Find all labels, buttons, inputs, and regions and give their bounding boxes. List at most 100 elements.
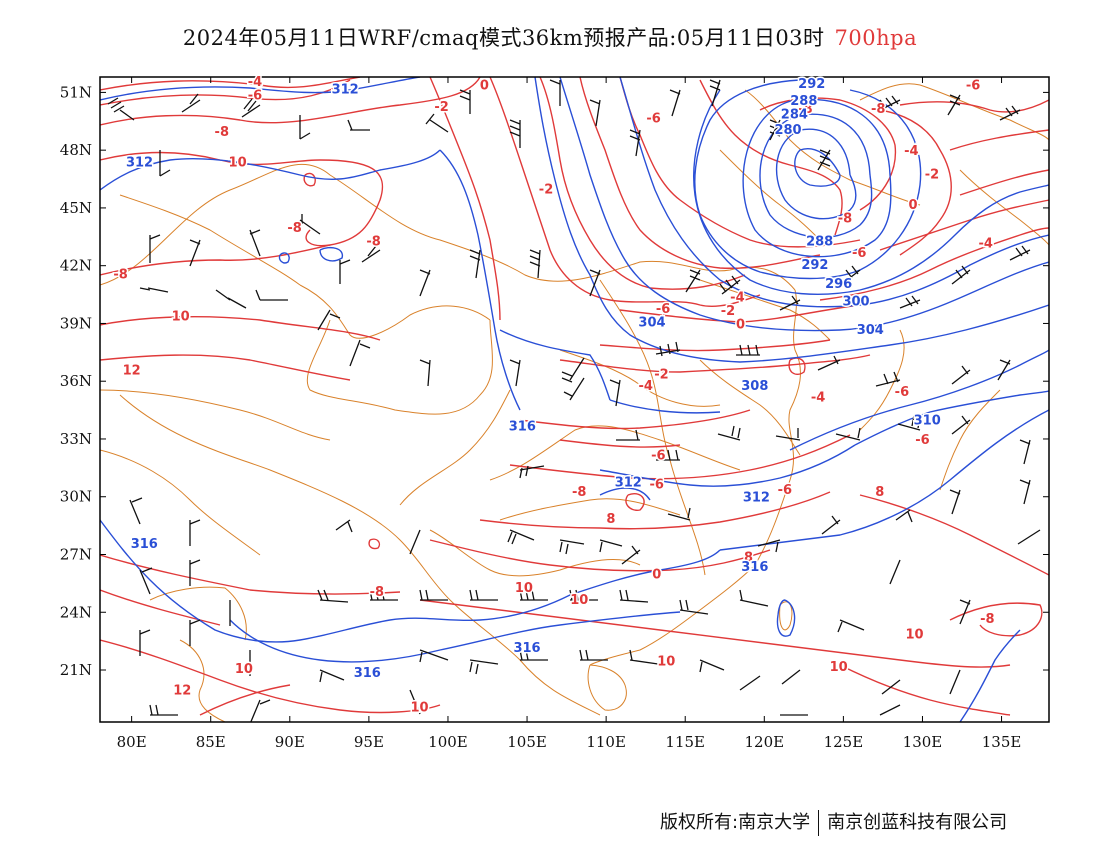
geopotential-contour-label: 292	[801, 258, 828, 273]
temperature-contour-label: 10	[235, 662, 253, 677]
geopotential-contour-label: 316	[513, 641, 540, 656]
temperature-contour-label: -8	[113, 267, 127, 282]
lon-tick-label: 105E	[507, 733, 547, 751]
lat-tick-label: 42N	[60, 257, 92, 275]
lon-tick-label: 85E	[196, 733, 226, 751]
temperature-contour-label: 0	[736, 317, 745, 332]
lon-tick-label: 120E	[745, 733, 785, 751]
temperature-contour-label: -2	[654, 368, 668, 383]
temperature-contour-label: -8	[798, 102, 812, 117]
temperature-contour-label: -6	[966, 79, 980, 94]
geopotential-contour-label: 310	[914, 414, 941, 429]
geopotential-contour-label: 316	[741, 560, 768, 575]
temperature-contour-label: 12	[123, 364, 141, 379]
temperature-contour-label: 8	[606, 512, 615, 527]
map-title: 2024年05月11日WRF/cmaq模式36km预报产品:05月11日03时 7…	[0, 22, 1100, 52]
temperature-contour-label: -2	[434, 100, 448, 115]
temperature-contour-label: -6	[656, 302, 670, 317]
temperature-contour-label: 10	[657, 654, 675, 669]
temperature-contour-label: 10	[229, 156, 247, 171]
temperature-contour-label: -6	[778, 483, 792, 498]
geopotential-contour-label: 288	[790, 94, 817, 109]
map-body	[100, 77, 1049, 722]
geopotential-contour-label: 288	[806, 235, 833, 250]
geopotential-contour-label: 312	[615, 475, 642, 490]
temperature-contour-label: 8	[744, 550, 753, 565]
geopotential-contour-label: 312	[743, 491, 770, 506]
lon-tick-label: 125E	[824, 733, 864, 751]
lat-tick-label: 33N	[60, 430, 92, 448]
lat-tick-label: 24N	[60, 603, 92, 621]
temperature-contour-label: -8	[572, 485, 586, 500]
lat-tick-label: 27N	[60, 545, 92, 563]
temperature-contour-label: -4	[730, 290, 744, 305]
lat-tick-label: 21N	[60, 661, 92, 679]
lat-tick-label: 45N	[60, 199, 92, 217]
geopotential-contour-label: 312	[126, 156, 153, 171]
temperature-contour-label: -4	[638, 379, 652, 394]
temperature-contour-label: 0	[652, 568, 661, 583]
axis-ticks	[100, 77, 1049, 722]
temperature-contour-label: 10	[410, 701, 428, 716]
geopotential-contour-label: 280	[774, 123, 801, 138]
temperature-contour-label: -4	[248, 75, 262, 90]
footer-right: 南京创蓝科技有限公司	[827, 812, 1008, 833]
geopotential-contour-label: 304	[638, 316, 665, 331]
temperature-contour-label: -6	[915, 433, 929, 448]
temperature-contour-label: -4	[811, 391, 825, 406]
temperature-contour-label: -6	[650, 477, 664, 492]
temperature-contour-label: -6	[895, 385, 909, 400]
axis-tick-labels: 80E 85E 90E 95E 100E 105E 110E 115E 120E 125E 130E…	[60, 83, 1022, 751]
temperature-contour-label: 10	[830, 660, 848, 675]
lon-tick-label: 80E	[117, 733, 147, 751]
temperature-contour-label: -6	[646, 111, 660, 126]
copyright-footer: 版权所有:南京大学 南京创蓝科技有限公司	[660, 808, 1007, 836]
contour-labels: -4-6-20-8-6-2-8 -8-6-4-20-6-8-8-6 -20-4-2-…	[112, 73, 996, 717]
temperature-contour-label: -8	[287, 221, 301, 236]
lon-tick-label: 115E	[665, 733, 705, 751]
lon-tick-label: 95E	[354, 733, 384, 751]
lon-tick-label: 135E	[982, 733, 1022, 751]
temperature-contour-label: 0	[908, 198, 917, 213]
lat-tick-label: 48N	[60, 141, 92, 159]
lon-tick-label: 90E	[275, 733, 305, 751]
map-frame	[99, 76, 1050, 723]
temperature-contour-label: 10	[906, 627, 924, 642]
temperature-contour-label: -4	[904, 144, 918, 159]
title-main: 2024年05月11日WRF/cmaq模式36km预报产品:05月11日03时	[182, 26, 825, 50]
geopotential-contour-label: 316	[354, 666, 381, 681]
temperature-contour-label: -4	[979, 237, 993, 252]
geopotential-contour-label: 312	[332, 83, 359, 98]
temperature-contour-label: 0	[480, 79, 489, 94]
temperature-contour-label: -8	[838, 212, 852, 227]
temperature-contour-label: 12	[173, 683, 191, 698]
temperature-contour-label: -8	[871, 102, 885, 117]
temperature-contour-label: -2	[925, 167, 939, 182]
temperature-contour-label: 10	[570, 593, 588, 608]
geopotential-contour-label: 304	[857, 323, 884, 338]
geopotential-contour-label: 308	[741, 379, 768, 394]
temperature-contour-label: -8	[370, 585, 384, 600]
temperature-contour-label: -2	[539, 183, 553, 198]
temperature-contours	[100, 77, 1049, 716]
temperature-contour-label: -6	[651, 448, 665, 463]
wind-barbs	[107, 79, 1041, 722]
lon-tick-label: 130E	[903, 733, 943, 751]
lon-tick-label: 100E	[428, 733, 468, 751]
temperature-contour-label: -8	[980, 612, 994, 627]
footer-separator	[818, 810, 820, 836]
geopotential-contour-label: 300	[842, 294, 869, 309]
geopotential-contour-label: 316	[509, 419, 536, 434]
temperature-contour-label: -8	[215, 125, 229, 140]
temperature-contour-label: 8	[875, 485, 884, 500]
title-level: 700hpa	[834, 26, 918, 50]
temperature-contour-label: -6	[248, 88, 262, 103]
temperature-contour-label: -2	[721, 304, 735, 319]
lat-tick-label: 36N	[60, 372, 92, 390]
temperature-contour-label: 10	[172, 310, 190, 325]
temperature-contour-label: 10	[515, 581, 533, 596]
lon-tick-label: 110E	[586, 733, 626, 751]
footer-left: 版权所有:南京大学	[660, 812, 811, 833]
boundary-lines	[100, 83, 1049, 722]
